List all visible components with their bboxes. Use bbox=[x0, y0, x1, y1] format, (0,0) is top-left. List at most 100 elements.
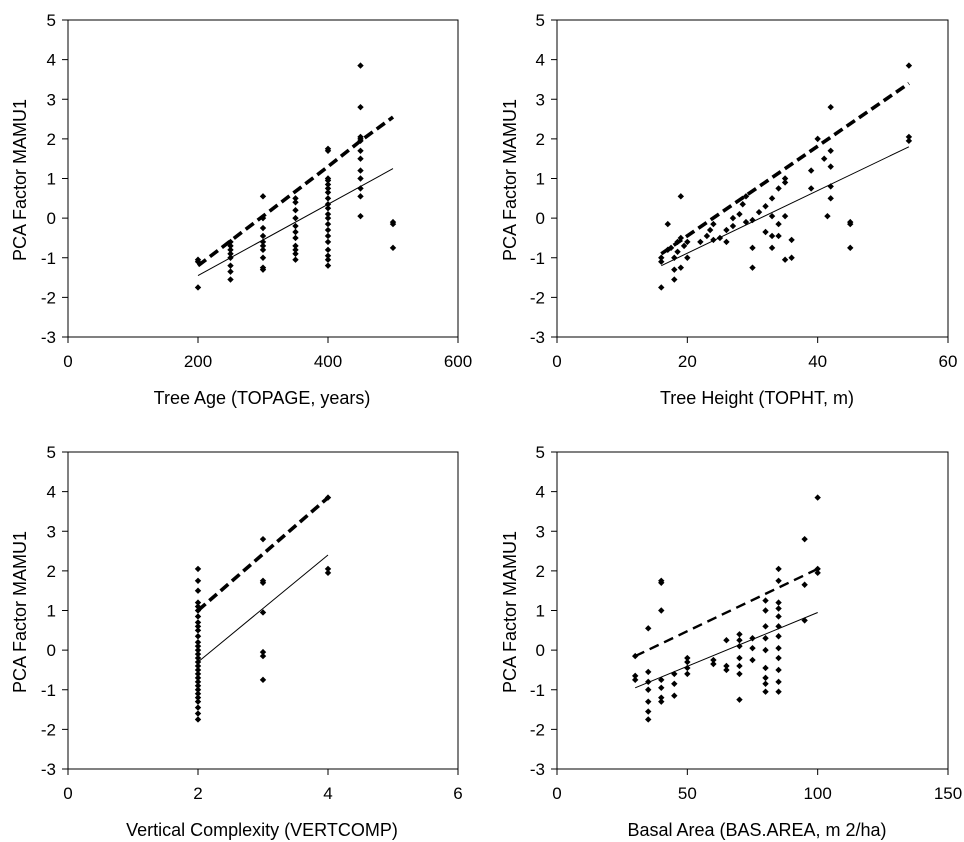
panel-basal-area: Basal Area (BAS.AREA, m 2/ha) PCA Factor… bbox=[500, 443, 962, 840]
data-point bbox=[847, 218, 854, 226]
data-point bbox=[227, 246, 234, 254]
data-point bbox=[658, 676, 665, 684]
data-point bbox=[768, 212, 776, 220]
data-point bbox=[194, 646, 202, 654]
data-point bbox=[762, 203, 769, 210]
data-point bbox=[357, 133, 364, 141]
panel-vertical-complexity: Vertical Complexity (VERTCOMP) PCA Facto… bbox=[10, 443, 463, 840]
data-point bbox=[671, 680, 678, 688]
x-tick-label: 100 bbox=[803, 784, 831, 803]
data-point bbox=[194, 650, 202, 658]
upper-fit-line bbox=[660, 81, 910, 256]
data-point bbox=[259, 676, 267, 684]
data-point bbox=[194, 704, 202, 711]
data-point bbox=[292, 242, 299, 250]
data-point bbox=[259, 648, 267, 656]
y-tick-label: -3 bbox=[41, 760, 56, 779]
data-point bbox=[292, 207, 299, 214]
data-point bbox=[194, 284, 202, 291]
data-point bbox=[357, 155, 364, 162]
data-point bbox=[814, 135, 821, 143]
data-point bbox=[194, 613, 202, 620]
data-point bbox=[645, 716, 652, 723]
data-point bbox=[324, 226, 332, 234]
data-point bbox=[259, 246, 267, 254]
data-point bbox=[324, 569, 332, 577]
data-point bbox=[632, 652, 639, 660]
y-axis-label: PCA Factor MAMU1 bbox=[10, 99, 30, 261]
data-point bbox=[677, 193, 685, 200]
x-tick-label: 0 bbox=[63, 784, 72, 803]
data-point bbox=[194, 698, 202, 705]
data-point bbox=[775, 599, 782, 606]
data-point bbox=[749, 216, 756, 224]
data-point bbox=[775, 232, 782, 240]
y-axis-label: PCA Factor MAMU1 bbox=[500, 531, 520, 693]
data-point bbox=[781, 256, 789, 263]
data-point bbox=[194, 674, 202, 682]
regression-line bbox=[661, 146, 910, 267]
data-point bbox=[194, 587, 202, 594]
upper-fit-line bbox=[634, 567, 819, 658]
y-tick-label: 4 bbox=[47, 51, 56, 70]
data-point bbox=[292, 214, 299, 222]
data-point bbox=[658, 577, 665, 584]
data-point bbox=[658, 607, 665, 614]
data-point bbox=[768, 232, 776, 240]
data-point bbox=[259, 652, 267, 660]
data-point bbox=[684, 238, 691, 246]
data-point bbox=[671, 254, 678, 261]
data-point bbox=[905, 62, 913, 69]
data-point bbox=[292, 256, 299, 263]
data-point bbox=[227, 268, 234, 275]
data-point bbox=[259, 577, 267, 584]
data-point bbox=[736, 210, 743, 218]
data-point bbox=[814, 494, 821, 501]
data-point bbox=[716, 234, 724, 242]
data-point bbox=[801, 617, 808, 624]
data-point bbox=[762, 607, 769, 614]
data-point bbox=[827, 163, 834, 170]
data-point bbox=[292, 199, 299, 206]
data-point bbox=[194, 690, 202, 697]
data-point bbox=[814, 569, 821, 577]
y-tick-label: 0 bbox=[536, 641, 545, 660]
data-point bbox=[749, 635, 756, 642]
data-point bbox=[194, 686, 202, 693]
data-point bbox=[775, 565, 782, 573]
data-point bbox=[194, 639, 202, 646]
data-point bbox=[194, 654, 202, 662]
y-tick-label: -2 bbox=[530, 720, 545, 739]
data-point bbox=[736, 670, 743, 678]
data-point bbox=[739, 201, 746, 208]
data-point bbox=[775, 678, 782, 686]
regression-line bbox=[197, 554, 329, 663]
data-point bbox=[736, 631, 743, 638]
data-point bbox=[827, 183, 834, 190]
data-point bbox=[324, 205, 332, 212]
y-tick-label: 3 bbox=[47, 90, 56, 109]
data-point bbox=[259, 232, 267, 240]
data-point bbox=[905, 133, 913, 141]
data-point bbox=[324, 238, 332, 246]
data-point bbox=[227, 242, 234, 250]
data-point bbox=[762, 674, 769, 682]
data-point bbox=[194, 670, 202, 678]
data-point bbox=[820, 155, 828, 162]
data-point bbox=[194, 256, 202, 263]
y-tick-label: -1 bbox=[530, 249, 545, 268]
data-point bbox=[775, 577, 782, 584]
y-tick-label: 1 bbox=[536, 602, 545, 621]
data-point bbox=[259, 224, 267, 232]
data-point bbox=[736, 642, 743, 650]
data-point bbox=[389, 244, 397, 252]
data-point bbox=[674, 238, 681, 246]
data-point bbox=[781, 212, 789, 220]
data-point bbox=[357, 167, 364, 174]
y-tick-label: 1 bbox=[536, 170, 545, 189]
x-tick-label: 0 bbox=[552, 352, 561, 371]
y-tick-label: 0 bbox=[47, 209, 56, 228]
y-tick-label: 2 bbox=[47, 562, 56, 581]
data-point bbox=[324, 214, 332, 222]
